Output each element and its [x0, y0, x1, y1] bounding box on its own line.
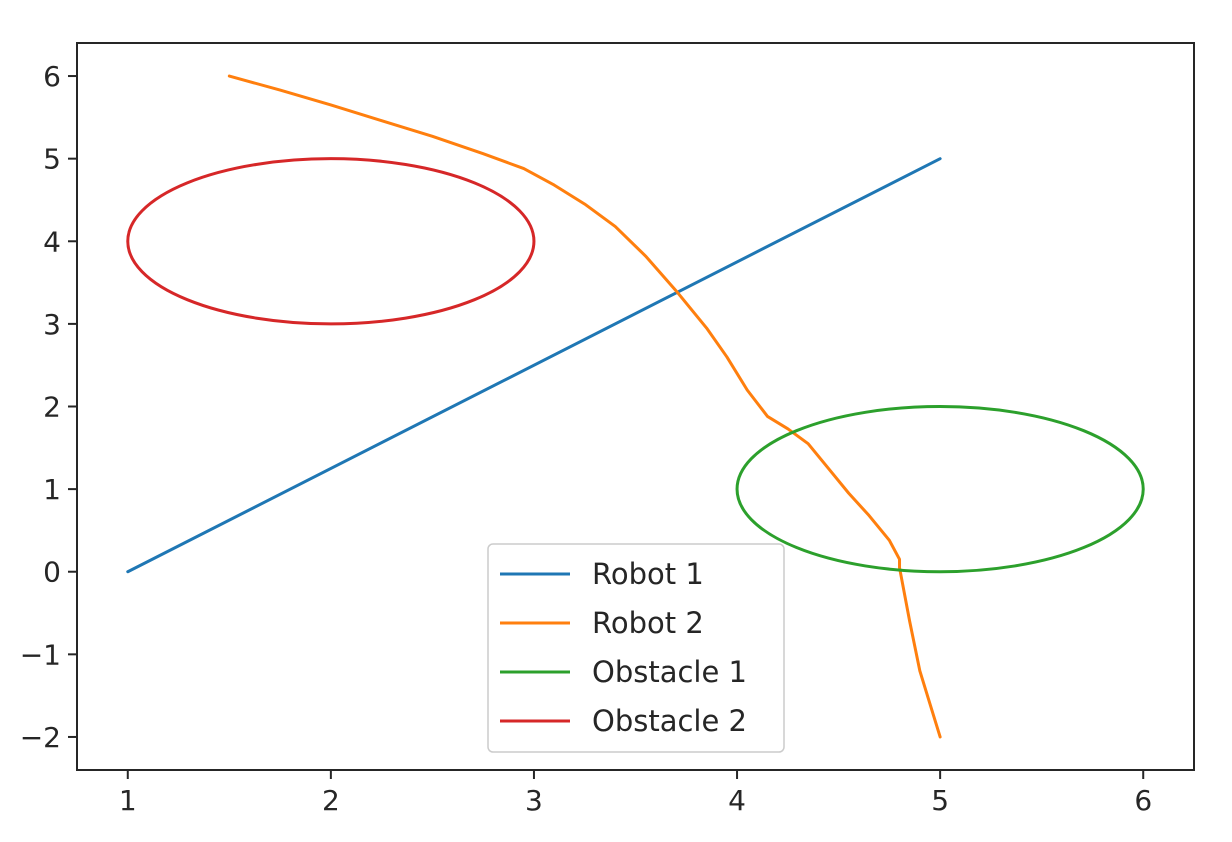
x-tick-label: 3: [525, 784, 543, 817]
y-tick-label: −2: [20, 721, 61, 754]
y-tick-label: −1: [20, 638, 61, 671]
series-obstacle-1: [735, 405, 1145, 574]
series-robot-1: [126, 157, 942, 574]
legend-label: Robot 2: [592, 606, 704, 640]
legend-label: Robot 1: [592, 557, 704, 591]
series-robot-2: [227, 74, 942, 739]
y-tick-label: 0: [43, 556, 61, 589]
legend-box: [487, 543, 785, 753]
y-tick-label: 6: [43, 60, 61, 93]
y-tick-label: 2: [43, 391, 61, 424]
series-obstacle-2: [126, 157, 536, 326]
x-tick-label: 2: [322, 784, 340, 817]
y-tick-label: 5: [43, 143, 61, 176]
y-tick-label: 1: [43, 473, 61, 506]
legend-label: Obstacle 1: [592, 655, 747, 689]
legend-label: Obstacle 2: [592, 704, 747, 738]
x-tick-label: 5: [931, 784, 949, 817]
x-tick-label: 6: [1134, 784, 1152, 817]
plot-area: [126, 74, 1145, 739]
legend: Robot 1 Robot 2 Obstacle 1 Obstacle 2: [487, 543, 785, 753]
x-tick-label: 4: [728, 784, 746, 817]
axes: 1 2 3 4 5 6 −2 −1 0 1 2 3 4 5 6: [20, 42, 1195, 817]
y-tick-label: 4: [43, 225, 61, 258]
x-tick-label: 1: [119, 784, 137, 817]
series-group: [126, 74, 1145, 739]
y-tick-label: 3: [43, 308, 61, 341]
